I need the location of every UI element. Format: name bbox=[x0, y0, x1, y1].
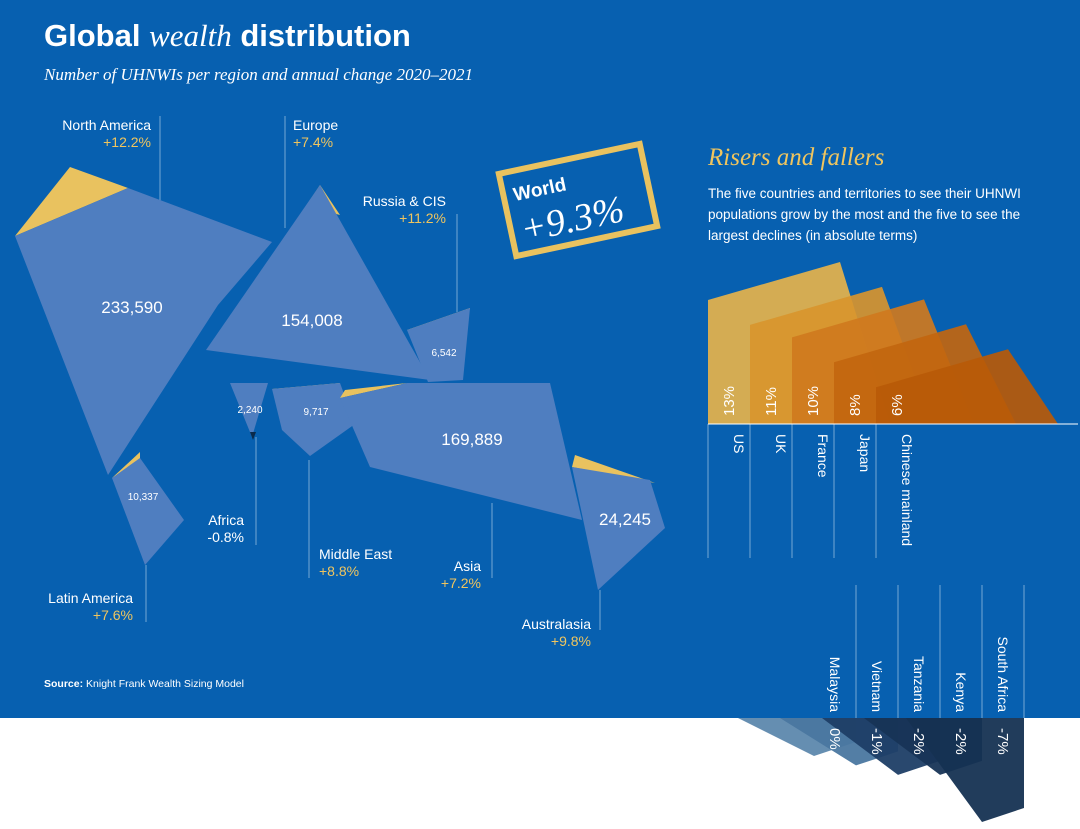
region-shape bbox=[206, 185, 430, 380]
faller-value-label: -1% bbox=[868, 728, 885, 755]
region-africa: 2,240 Africa -0.8% bbox=[207, 383, 268, 545]
region-name: Asia bbox=[454, 558, 481, 574]
faller-category-label: Kenya bbox=[953, 672, 969, 712]
region-value-label: 9,717 bbox=[303, 407, 328, 418]
region-label: Middle East +8.8% bbox=[319, 546, 392, 579]
region-name: Europe bbox=[293, 117, 338, 133]
region-label: Latin America +7.6% bbox=[48, 590, 133, 623]
region-europe: 154,008 Europe +7.4% bbox=[206, 116, 430, 380]
region-change: +7.6% bbox=[93, 607, 133, 623]
riser-value-label: 11% bbox=[763, 387, 780, 416]
riser-value-label: 8% bbox=[847, 394, 864, 416]
riser-category-label: France bbox=[815, 434, 831, 478]
region-change: +7.2% bbox=[441, 575, 481, 591]
region-label: North America +12.2% bbox=[62, 117, 151, 150]
faller-value-label: 0% bbox=[826, 728, 843, 750]
region-change: +12.2% bbox=[103, 134, 151, 150]
riser-value-label: 10% bbox=[805, 386, 822, 416]
faller-bar-south-africa bbox=[906, 718, 1024, 822]
region-name: Africa bbox=[208, 512, 244, 528]
faller-category-label: Vietnam bbox=[869, 661, 885, 712]
region-change: +11.2% bbox=[399, 210, 446, 226]
region-latin-america: 10,337 Latin America +7.6% bbox=[48, 452, 184, 623]
region-label: Australasia +9.8% bbox=[522, 616, 591, 649]
region-change-wedge bbox=[15, 167, 128, 236]
region-label: Asia +7.2% bbox=[441, 558, 481, 591]
faller-category-label: South Africa bbox=[995, 637, 1011, 713]
world-badge-frame bbox=[495, 140, 661, 260]
region-change: -0.8% bbox=[207, 529, 244, 545]
region-label: Africa -0.8% bbox=[207, 512, 244, 545]
region-shape bbox=[15, 188, 272, 475]
region-north-america: 233,590 North America +12.2% bbox=[15, 116, 272, 475]
region-label: Russia & CIS +11.2% bbox=[363, 193, 446, 226]
region-name: Middle East bbox=[319, 546, 392, 562]
fallers-series bbox=[738, 718, 1024, 822]
region-change-wedge bbox=[572, 455, 655, 483]
region-label: Europe +7.4% bbox=[293, 117, 338, 150]
region-value-label: 169,889 bbox=[441, 430, 502, 449]
region-value-label: 233,590 bbox=[101, 298, 162, 317]
faller-category-label: Malaysia bbox=[827, 657, 843, 712]
region-asia: 169,889 Asia +7.2% bbox=[340, 383, 582, 591]
region-middle-east: 9,717 Middle East +8.8% bbox=[272, 383, 392, 579]
source-note: Source: Knight Frank Wealth Sizing Model bbox=[44, 678, 244, 690]
faller-category-label: Tanzania bbox=[911, 656, 927, 712]
region-change-wedge bbox=[250, 432, 256, 440]
region-shape bbox=[230, 383, 268, 437]
riser-category-label: UK bbox=[773, 434, 789, 454]
riser-value-label: 6% bbox=[889, 394, 906, 416]
risers-fallers-description: The five countries and territories to se… bbox=[708, 186, 1021, 243]
region-change: +9.8% bbox=[551, 633, 591, 649]
region-shape bbox=[112, 458, 184, 565]
page-subtitle: Number of UHNWIs per region and annual c… bbox=[44, 65, 474, 84]
region-value-label: 10,337 bbox=[128, 492, 159, 503]
region-russia-cis: 6,542 Russia & CIS +11.2% bbox=[363, 193, 470, 382]
faller-value-label: -2% bbox=[910, 728, 927, 755]
region-name: Latin America bbox=[48, 590, 133, 606]
region-change: +7.4% bbox=[293, 134, 333, 150]
riser-value-label: 13% bbox=[721, 386, 738, 416]
riser-category-label: US bbox=[731, 434, 747, 453]
region-shape bbox=[272, 383, 355, 456]
region-australasia: 24,245 Australasia +9.8% bbox=[522, 455, 665, 649]
region-name: Australasia bbox=[522, 616, 591, 632]
page-title: Global wealth distribution bbox=[44, 18, 411, 53]
risers-series bbox=[708, 262, 1058, 424]
region-name: Russia & CIS bbox=[363, 193, 446, 209]
region-value-label: 154,008 bbox=[281, 311, 342, 330]
region-change-wedge bbox=[112, 452, 140, 478]
region-shape bbox=[407, 308, 470, 382]
region-value-label: 2,240 bbox=[237, 405, 262, 416]
riser-category-label: Chinese mainland bbox=[899, 434, 915, 546]
region-shape bbox=[572, 467, 665, 590]
region-shape bbox=[340, 383, 582, 520]
region-value-label: 6,542 bbox=[431, 348, 456, 359]
risers-fallers-title: Risers and fallers bbox=[708, 144, 885, 171]
region-name: North America bbox=[62, 117, 151, 133]
region-change: +8.8% bbox=[319, 563, 359, 579]
riser-category-label: Japan bbox=[857, 434, 873, 472]
riser-bar-chinese-mainland bbox=[876, 349, 1058, 424]
faller-value-label: -2% bbox=[952, 728, 969, 755]
faller-value-label: -7% bbox=[994, 728, 1011, 755]
region-value-label: 24,245 bbox=[599, 510, 651, 529]
